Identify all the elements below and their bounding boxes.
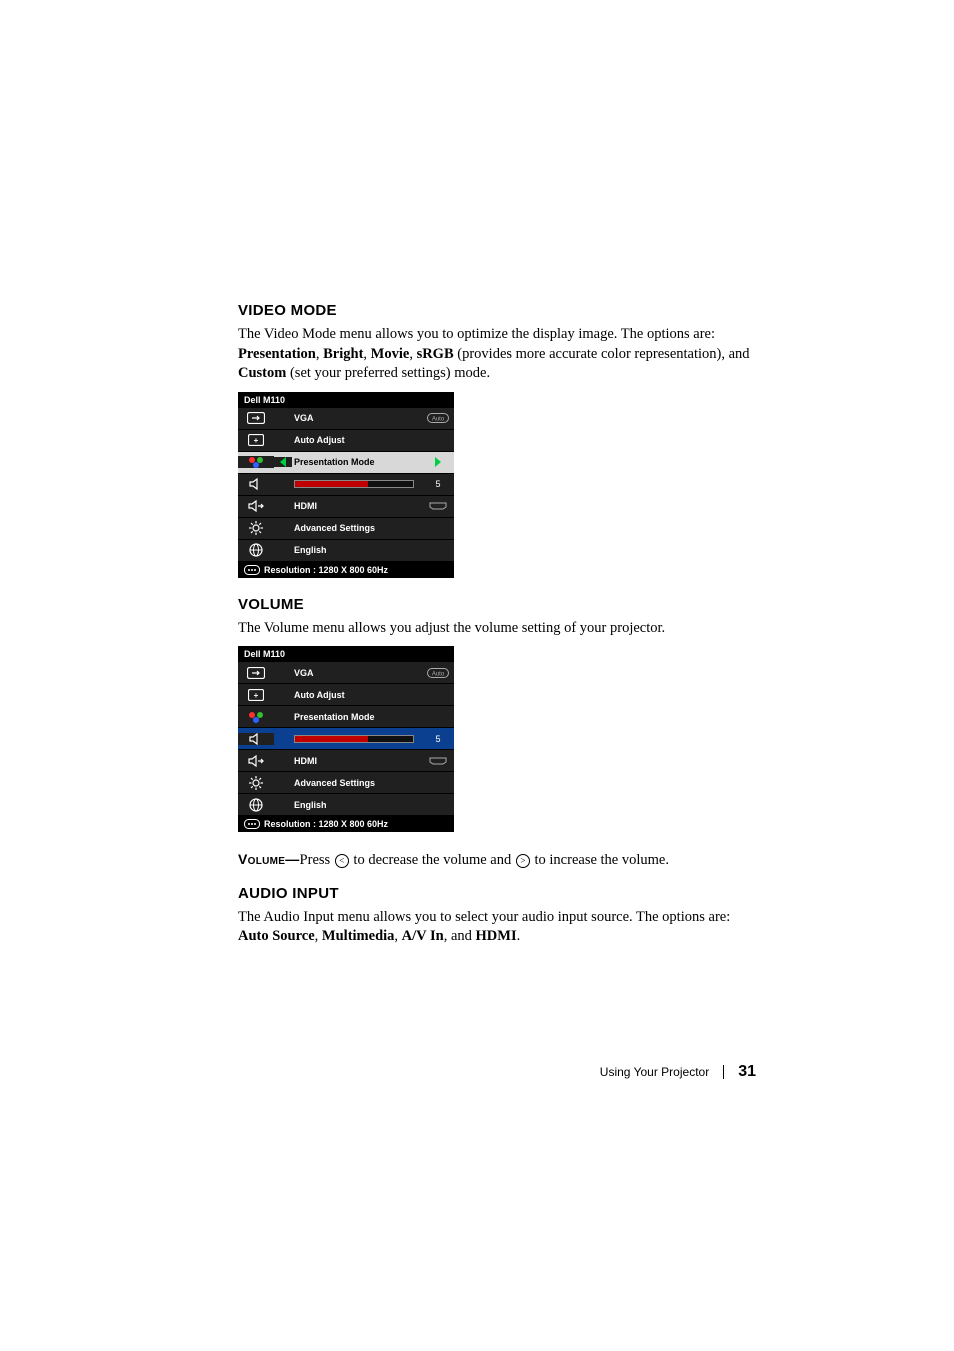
volume-icon bbox=[249, 733, 263, 745]
opt-custom: Custom bbox=[238, 365, 286, 381]
left-key-icon bbox=[335, 854, 349, 868]
auto-adjust-icon: + bbox=[248, 434, 264, 446]
osd-row-presentation-mode[interactable]: Presentation Mode bbox=[238, 452, 454, 474]
osd-resolution-text: Resolution : 1280 X 800 60Hz bbox=[264, 819, 388, 829]
svg-text:+: + bbox=[254, 436, 259, 445]
opt-movie: Movie bbox=[371, 346, 410, 362]
volume-slider[interactable] bbox=[294, 480, 414, 488]
footer-divider bbox=[723, 1065, 724, 1079]
opt-av-in: A/V In bbox=[402, 928, 444, 944]
audio-input-heading: AUDIO INPUT bbox=[238, 885, 758, 902]
video-mode-paragraph: The Video Mode menu allows you to optimi… bbox=[238, 325, 758, 384]
osd-label-advanced-settings: Advanced Settings bbox=[292, 523, 422, 533]
opt-hdmi: HDMI bbox=[476, 928, 517, 944]
osd-row-audio-input[interactable]: HDMI bbox=[238, 750, 454, 772]
page-number: 31 bbox=[738, 1063, 756, 1081]
opt-multimedia: Multimedia bbox=[322, 928, 395, 944]
volume-value: 5 bbox=[422, 479, 454, 489]
osd-footer: Resolution : 1280 X 800 60Hz bbox=[238, 816, 454, 832]
text: (set your preferred settings) mode. bbox=[286, 365, 490, 381]
footer-text: Using Your Projector bbox=[600, 1065, 709, 1079]
osd-label-english: English bbox=[292, 545, 422, 555]
text: The Audio Input menu allows you to selec… bbox=[238, 909, 730, 925]
osd-label-hdmi: HDMI bbox=[292, 501, 422, 511]
osd-row-advanced-settings[interactable]: Advanced Settings bbox=[238, 772, 454, 794]
input-source-icon bbox=[247, 412, 265, 424]
svg-text:Auto: Auto bbox=[432, 417, 445, 423]
osd-label-advanced-settings: Advanced Settings bbox=[292, 778, 422, 788]
globe-icon bbox=[249, 798, 263, 812]
osd-row-auto-adjust[interactable]: + Auto Adjust bbox=[238, 684, 454, 706]
svg-text:+: + bbox=[254, 691, 259, 700]
osd-label-vga: VGA bbox=[292, 413, 422, 423]
osd-label-hdmi: HDMI bbox=[292, 756, 422, 766]
svg-text:Auto: Auto bbox=[432, 671, 445, 677]
opt-auto-source: Auto Source bbox=[238, 928, 315, 944]
arrow-left-icon bbox=[280, 457, 286, 467]
osd-row-vga[interactable]: VGA Auto bbox=[238, 662, 454, 684]
auto-badge-icon: Auto bbox=[427, 413, 449, 423]
hdmi-port-icon bbox=[429, 502, 447, 510]
text: (provides more accurate color representa… bbox=[454, 346, 750, 362]
text: Press bbox=[300, 852, 334, 868]
gear-icon bbox=[249, 776, 263, 790]
volume-paragraph: The Volume menu allows you adjust the vo… bbox=[238, 619, 758, 639]
resolution-icon bbox=[244, 819, 260, 829]
osd-row-language[interactable]: English bbox=[238, 540, 454, 562]
arrow-right-icon bbox=[435, 457, 441, 467]
osd-row-audio-input[interactable]: HDMI bbox=[238, 496, 454, 518]
volume-slider[interactable] bbox=[294, 735, 414, 743]
osd-label-vga: VGA bbox=[292, 668, 422, 678]
video-mode-heading: VIDEO MODE bbox=[238, 302, 758, 319]
text: . bbox=[517, 928, 521, 944]
osd-label-presentation-mode: Presentation Mode bbox=[292, 457, 422, 467]
opt-bright: Bright bbox=[323, 346, 363, 362]
audio-input-ic|| bbox=[248, 755, 264, 767]
osd-row-volume[interactable]: 5 bbox=[238, 474, 454, 496]
osd-label-auto-adjust: Auto Adjust bbox=[292, 435, 422, 445]
volume-instruction: Volume—Press to decrease the volume and … bbox=[238, 850, 758, 871]
osd-resolution-text: Resolution : 1280 X 800 60Hz bbox=[264, 565, 388, 575]
volume-label: Volume— bbox=[238, 851, 300, 867]
osd-volume: Dell M110 VGA Auto + Auto Adjust Pr bbox=[238, 646, 454, 832]
auto-badge-icon: Auto bbox=[427, 668, 449, 678]
gear-icon bbox=[249, 521, 263, 535]
volume-value: 5 bbox=[422, 734, 454, 744]
osd-brand: Dell M110 bbox=[238, 392, 454, 408]
osd-row-advanced-settings[interactable]: Advanced Settings bbox=[238, 518, 454, 540]
osd-row-volume[interactable]: 5 bbox=[238, 728, 454, 750]
text: to decrease the volume and bbox=[350, 852, 515, 868]
osd-row-vga[interactable]: VGA Auto bbox=[238, 408, 454, 430]
video-mode-icon bbox=[248, 456, 264, 468]
osd-video-mode: Dell M110 VGA Auto + Auto Adjust bbox=[238, 392, 454, 578]
text: The Video Mode menu allows you to optimi… bbox=[238, 326, 715, 342]
video-mode-icon bbox=[248, 711, 264, 723]
resolution-icon bbox=[244, 565, 260, 575]
volume-icon bbox=[249, 478, 263, 490]
audio-input-icon bbox=[248, 500, 264, 512]
osd-row-auto-adjust[interactable]: + Auto Adjust bbox=[238, 430, 454, 452]
osd-footer: Resolution : 1280 X 800 60Hz bbox=[238, 562, 454, 578]
osd-label-auto-adjust: Auto Adjust bbox=[292, 690, 422, 700]
opt-presentation: Presentation bbox=[238, 346, 316, 362]
osd-brand: Dell M110 bbox=[238, 646, 454, 662]
text: , and bbox=[444, 928, 476, 944]
text: to increase the volume. bbox=[531, 852, 669, 868]
auto-adjust-icon: + bbox=[248, 689, 264, 701]
osd-row-presentation-mode[interactable]: Presentation Mode bbox=[238, 706, 454, 728]
osd-label-presentation-mode: Presentation Mode bbox=[292, 712, 422, 722]
osd-row-language[interactable]: English bbox=[238, 794, 454, 816]
opt-srgb: sRGB bbox=[417, 346, 454, 362]
hdmi-port-icon bbox=[429, 757, 447, 765]
volume-heading: VOLUME bbox=[238, 596, 758, 613]
page-footer: Using Your Projector 31 bbox=[600, 1063, 756, 1081]
globe-icon bbox=[249, 543, 263, 557]
input-source-icon bbox=[247, 667, 265, 679]
osd-label-english: English bbox=[292, 800, 422, 810]
audio-input-paragraph: The Audio Input menu allows you to selec… bbox=[238, 908, 758, 947]
right-key-icon bbox=[516, 854, 530, 868]
